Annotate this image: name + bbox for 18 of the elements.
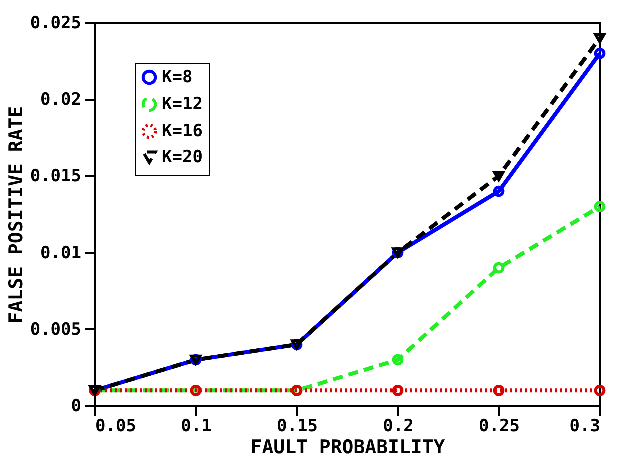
y-tick-label: 0 (71, 396, 82, 416)
legend-label: K=20 (162, 148, 203, 168)
y-tick-label: 0.025 (30, 14, 82, 34)
x-tick-label: 0.05 (96, 416, 136, 436)
x-tick-label: 0.25 (479, 416, 520, 436)
x-tick-label: 0.3 (570, 416, 600, 436)
y-axis-title: FALSE POSITIVE RATE (5, 106, 28, 324)
x-tick-label: 0.15 (277, 416, 318, 436)
x-tick-label: 0.2 (383, 416, 414, 436)
y-tick-label: 0.01 (40, 243, 82, 264)
y-tick-label: 0.02 (40, 90, 82, 110)
legend-label: K=16 (162, 122, 203, 142)
legend-label: K=12 (162, 94, 203, 114)
x-tick-label: 0.1 (181, 416, 212, 436)
y-tick-label: 0.005 (30, 320, 82, 340)
legend-label: K=8 (162, 68, 193, 88)
x-axis-title: FAULT PROBABILITY (250, 436, 446, 458)
y-tick-label: 0.015 (30, 166, 82, 187)
